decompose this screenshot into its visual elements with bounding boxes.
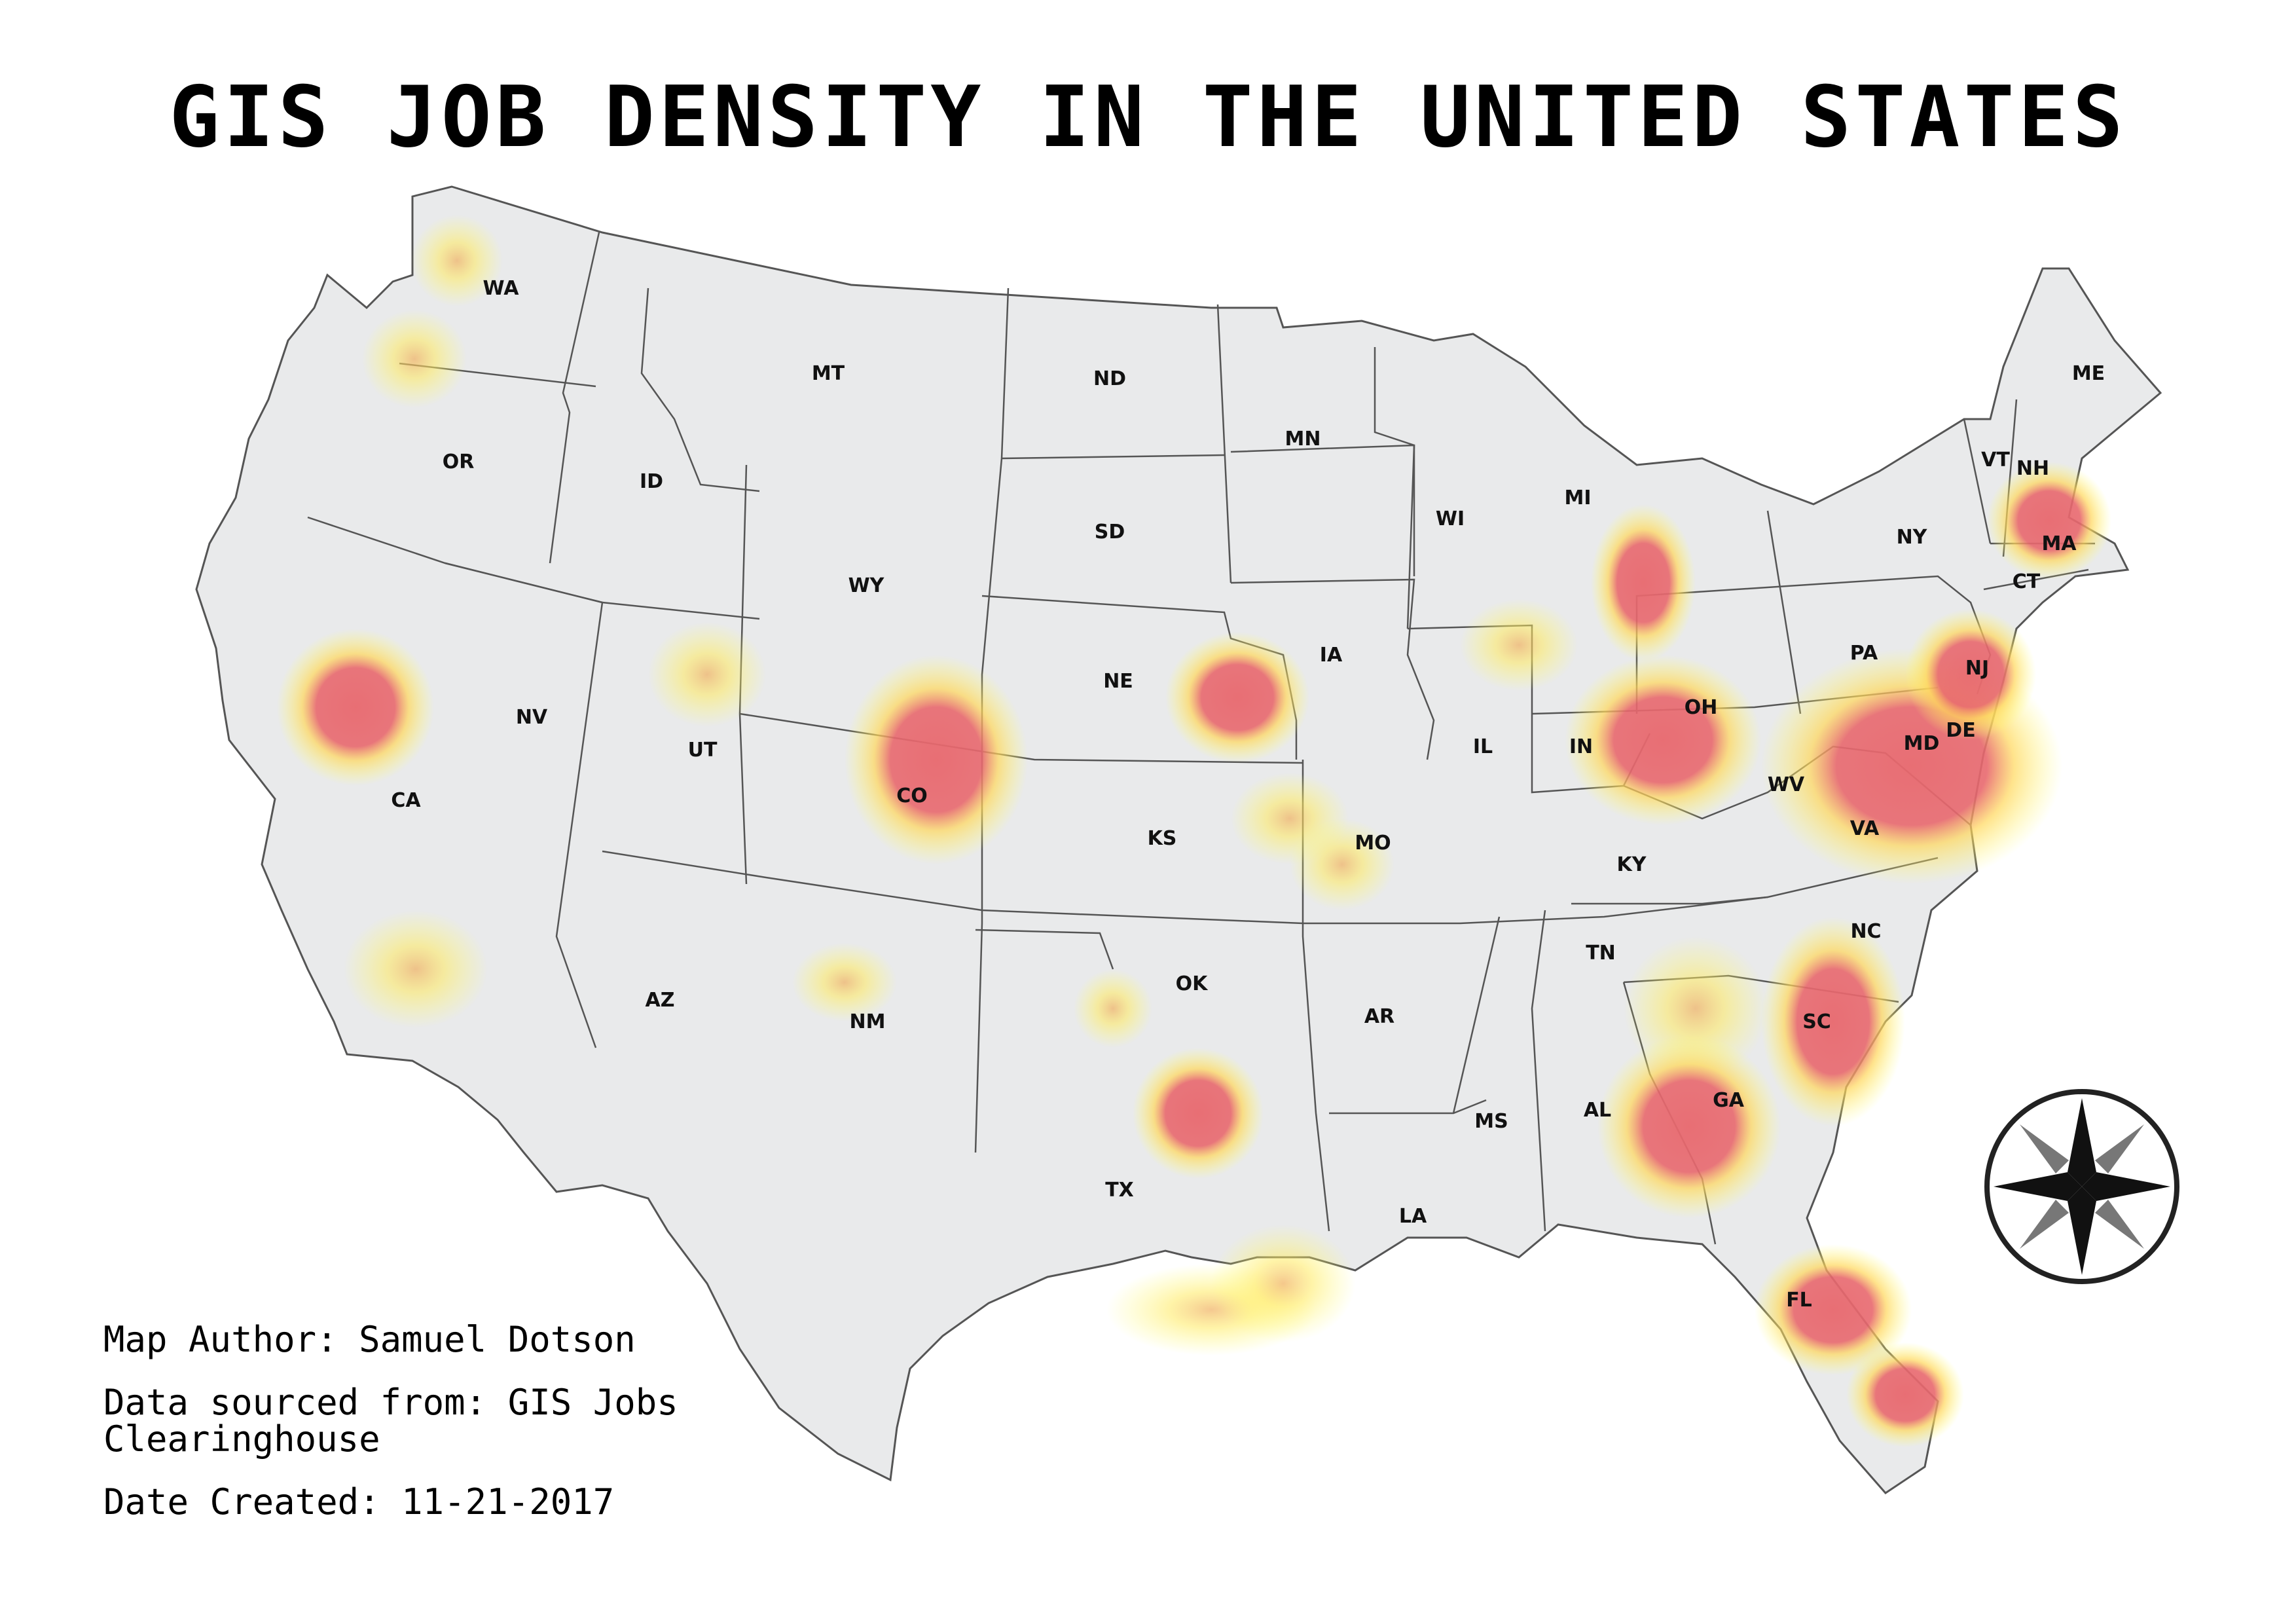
state-label: MD bbox=[1904, 732, 1940, 755]
state-label: OK bbox=[1176, 972, 1209, 995]
state-label: NM bbox=[850, 1010, 886, 1033]
heat-spot bbox=[1591, 504, 1696, 661]
state-label: GA bbox=[1713, 1089, 1745, 1112]
state-label: SD bbox=[1095, 521, 1125, 544]
heat-spot bbox=[1460, 599, 1578, 691]
data-source: Data sourced from: GIS Jobs Clearinghous… bbox=[103, 1382, 678, 1460]
state-label: VT bbox=[1981, 449, 2010, 471]
state-label: NH bbox=[2016, 457, 2049, 480]
state-label: UT bbox=[688, 739, 718, 762]
state-label: MT bbox=[812, 362, 845, 385]
state-label: OH bbox=[1685, 696, 1718, 719]
state-label: NJ bbox=[1965, 657, 1989, 680]
state-label: FL bbox=[1786, 1289, 1812, 1312]
heat-spot bbox=[1761, 917, 1905, 1126]
state-label: NE bbox=[1103, 670, 1133, 693]
state-labels: WA OR CA ID NV MT WY UT AZ CO NM ND SD N… bbox=[391, 277, 2105, 1312]
heat-spot bbox=[1165, 632, 1309, 763]
state-label: MA bbox=[2041, 532, 2077, 555]
state-label: PA bbox=[1850, 642, 1878, 665]
state-label: AZ bbox=[646, 989, 675, 1012]
state-label: SC bbox=[1802, 1010, 1831, 1033]
heat-spot bbox=[1133, 1048, 1264, 1179]
state-label: CA bbox=[391, 789, 421, 812]
state-label: WY bbox=[848, 574, 885, 597]
map-credits: Map Author: Samuel Dotson Data sourced f… bbox=[103, 1321, 889, 1547]
state-label: NV bbox=[516, 706, 548, 729]
compass-rose-icon bbox=[1984, 1089, 2179, 1284]
heat-spots bbox=[277, 215, 2111, 1447]
state-label: TX bbox=[1105, 1179, 1134, 1202]
heat-spot bbox=[411, 215, 503, 306]
state-label: LA bbox=[1399, 1205, 1427, 1228]
map-author: Map Author: Samuel Dotson bbox=[103, 1319, 636, 1360]
state-label: ID bbox=[640, 470, 663, 493]
heat-spot bbox=[344, 910, 488, 1028]
state-label: MN bbox=[1285, 428, 1321, 451]
heat-spot bbox=[845, 655, 1028, 864]
state-label: CO bbox=[896, 784, 928, 807]
heat-spot bbox=[648, 622, 766, 727]
state-label: AR bbox=[1364, 1005, 1394, 1028]
state-label: TN bbox=[1586, 942, 1616, 965]
date-created: Date Created: 11-21-2017 bbox=[103, 1481, 615, 1522]
state-label: IN bbox=[1569, 735, 1593, 758]
state-label: WI bbox=[1436, 507, 1465, 530]
heat-spot bbox=[1846, 1342, 1964, 1447]
state-label: NY bbox=[1897, 526, 1928, 549]
state-label: OR bbox=[443, 451, 475, 473]
map-title: GIS JOB DENSITY IN THE UNITED STATES bbox=[169, 69, 2127, 166]
state-label: VA bbox=[1850, 817, 1880, 840]
state-label: IL bbox=[1473, 735, 1493, 758]
state-label: ND bbox=[1093, 367, 1126, 390]
state-label: KS bbox=[1148, 827, 1177, 850]
state-label: MO bbox=[1355, 832, 1391, 855]
heat-spot bbox=[1905, 609, 2036, 740]
state-label: MS bbox=[1474, 1110, 1508, 1133]
heat-spot bbox=[1074, 969, 1152, 1048]
heat-spot bbox=[1597, 1035, 1781, 1218]
state-label: WA bbox=[483, 277, 520, 300]
state-label: IA bbox=[1320, 644, 1343, 667]
heat-spot bbox=[362, 310, 467, 408]
heat-spot bbox=[792, 943, 897, 1022]
state-label: DE bbox=[1946, 719, 1975, 742]
heat-spot bbox=[1211, 1225, 1355, 1342]
state-label: ME bbox=[2072, 362, 2105, 385]
state-label: AL bbox=[1584, 1099, 1611, 1122]
heat-spot bbox=[277, 629, 434, 786]
state-label: MI bbox=[1564, 487, 1591, 509]
state-label: WV bbox=[1768, 773, 1805, 796]
heat-spot bbox=[1755, 1244, 1912, 1375]
heat-spot bbox=[1290, 819, 1394, 910]
state-label: NC bbox=[1850, 920, 1881, 943]
heat-spot bbox=[1565, 655, 1761, 825]
state-label: CT bbox=[2013, 570, 2041, 593]
state-label: KY bbox=[1617, 853, 1647, 876]
heat-spot bbox=[1987, 462, 2111, 580]
